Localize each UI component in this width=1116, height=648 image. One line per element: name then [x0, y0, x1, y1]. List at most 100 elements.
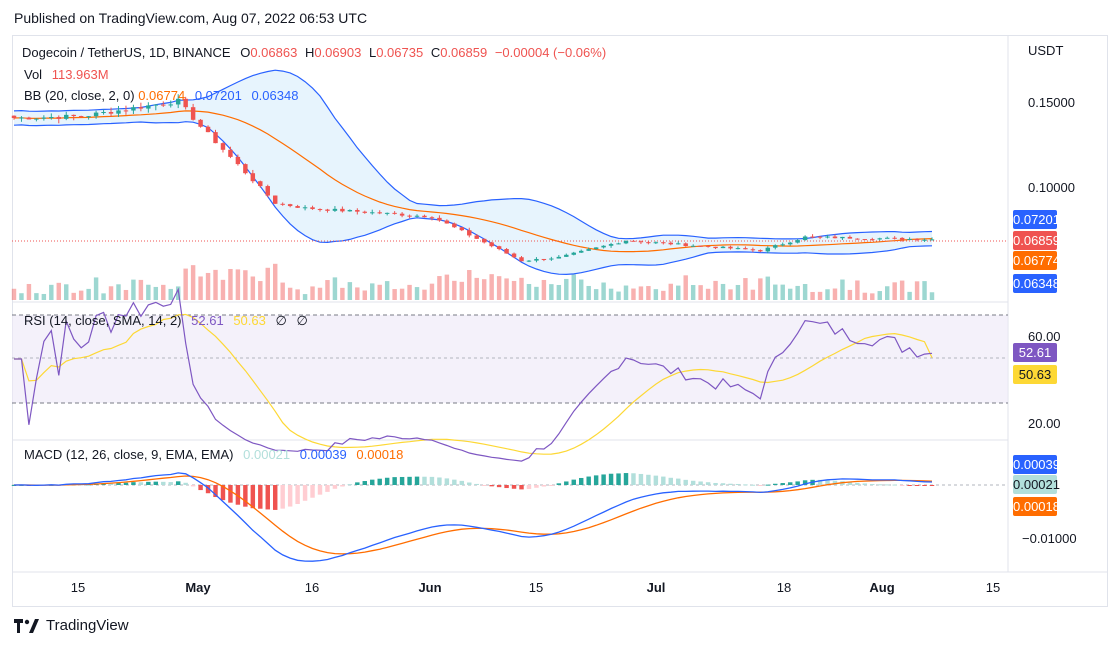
macd-hist-bar [638, 473, 644, 485]
candle-body [258, 181, 263, 187]
candle-body [384, 212, 390, 214]
volume-bar [272, 263, 278, 300]
rsi-pane[interactable] [12, 287, 1008, 462]
rsi-empty-2: ∅ [296, 313, 308, 328]
macd-hist-bar [355, 482, 360, 485]
candle-body [183, 98, 188, 108]
macd-hist-bar [608, 473, 614, 485]
macd-signal-value: 0.00018 [356, 447, 404, 462]
candle-body [56, 117, 62, 119]
macd-hist-bar [519, 485, 524, 490]
volume-bar [302, 294, 308, 300]
macd-hist-bar [541, 485, 547, 487]
volume-bar [743, 278, 748, 300]
macd-hist-bar [765, 484, 771, 486]
macd-hist-bar [601, 474, 606, 485]
candle-body [370, 212, 375, 214]
volume-bar [496, 276, 502, 300]
symbol-legend[interactable]: Dogecoin / TetherUS, 1D, BINANCE O0.0686… [22, 45, 606, 60]
volume-bar [325, 280, 330, 300]
candle-body [11, 115, 17, 119]
bb-basis-value: 0.06774 [138, 88, 186, 103]
candles [11, 94, 935, 263]
volume-bar [705, 288, 711, 300]
candle-body [295, 206, 300, 208]
price-pane[interactable] [11, 69, 1008, 300]
candle-body [220, 143, 226, 150]
candle-body [399, 213, 405, 216]
volume-bar [929, 292, 935, 300]
macd-hist-bar [593, 475, 599, 485]
macd-hist-bar [817, 479, 823, 485]
open-label: O [240, 45, 251, 60]
candle-body [773, 245, 778, 248]
rsi-sma-tag: 50.63 [1013, 365, 1057, 384]
macd-hist-bar [392, 477, 397, 485]
candle-body [519, 257, 524, 262]
published-caption: Published on TradingView.com, Aug 07, 20… [14, 10, 368, 26]
macd-hist-bar [235, 485, 241, 505]
macd-hist-bar [586, 476, 591, 485]
volume-bar [773, 284, 778, 300]
candle-body [49, 117, 54, 119]
macd-hist-bar [496, 485, 502, 488]
volume-bar [840, 279, 845, 300]
volume-bar [907, 291, 912, 300]
macd-legend[interactable]: MACD (12, 26, close, 9, EMA, EMA) 0.0002… [24, 447, 403, 462]
volume-bar [11, 288, 17, 300]
candle-body [728, 246, 733, 249]
candle-body [817, 236, 823, 238]
volume-bar [914, 281, 920, 300]
volume-bar [131, 279, 136, 300]
candle-body [325, 209, 330, 211]
candle-body [407, 215, 412, 217]
macd-hist-bar [914, 485, 920, 486]
volume-bar [384, 281, 390, 300]
volume-bar [310, 286, 315, 300]
candle-body [489, 242, 494, 247]
candle-body [832, 236, 838, 239]
candle-body [847, 236, 853, 239]
macd-hist-bar [698, 481, 703, 485]
macd-hist-bar [317, 485, 323, 495]
volume-bar [108, 286, 114, 300]
volume-bar [317, 287, 323, 300]
volume-bar [810, 291, 815, 300]
macd-hist-bar [198, 485, 203, 491]
time-axis[interactable]: 15 May 16 Jun 15 Jul 18 Aug 15 [71, 580, 1000, 595]
footer-brand-label: TradingView [46, 617, 129, 634]
candle-body [146, 105, 151, 109]
price-tick: 0.15000 [1028, 95, 1075, 110]
volume-bar [370, 283, 375, 300]
volume-bar [34, 293, 39, 300]
volume-bar [78, 290, 84, 300]
macd-hist-bar [108, 483, 114, 485]
volume-bar [481, 279, 487, 300]
volume-legend[interactable]: Vol 113.963M [24, 67, 109, 82]
macd-hist-bar [467, 482, 472, 485]
macd-hist-bar [713, 482, 718, 485]
volume-bar [855, 280, 860, 300]
bb-legend[interactable]: BB (20, close, 2, 0) 0.06774 0.07201 0.0… [24, 88, 298, 103]
macd-hist-bar [437, 477, 442, 485]
volume-bar [728, 289, 733, 300]
volume-bar [780, 284, 785, 300]
rsi-legend[interactable]: RSI (14, close, SMA, 14, 2) 52.61 50.63 … [24, 313, 308, 329]
macd-hist-bar [220, 485, 226, 501]
macd-hist-bar [310, 485, 315, 498]
macd-hist-bar [690, 480, 696, 485]
candle-body [586, 249, 591, 251]
candle-body [922, 239, 927, 241]
macd-hist-bar [407, 476, 412, 485]
candle-body [877, 238, 882, 240]
macd-pane[interactable] [11, 472, 1008, 562]
macd-hist-bar [377, 478, 382, 485]
macd-tick: −0.01000 [1022, 531, 1077, 546]
candle-body [250, 173, 256, 182]
volume-bar [26, 283, 32, 300]
candle-body [198, 119, 203, 127]
candle-body [556, 256, 562, 259]
footer-brand[interactable]: TradingView [14, 617, 129, 634]
candle-body [205, 126, 211, 133]
